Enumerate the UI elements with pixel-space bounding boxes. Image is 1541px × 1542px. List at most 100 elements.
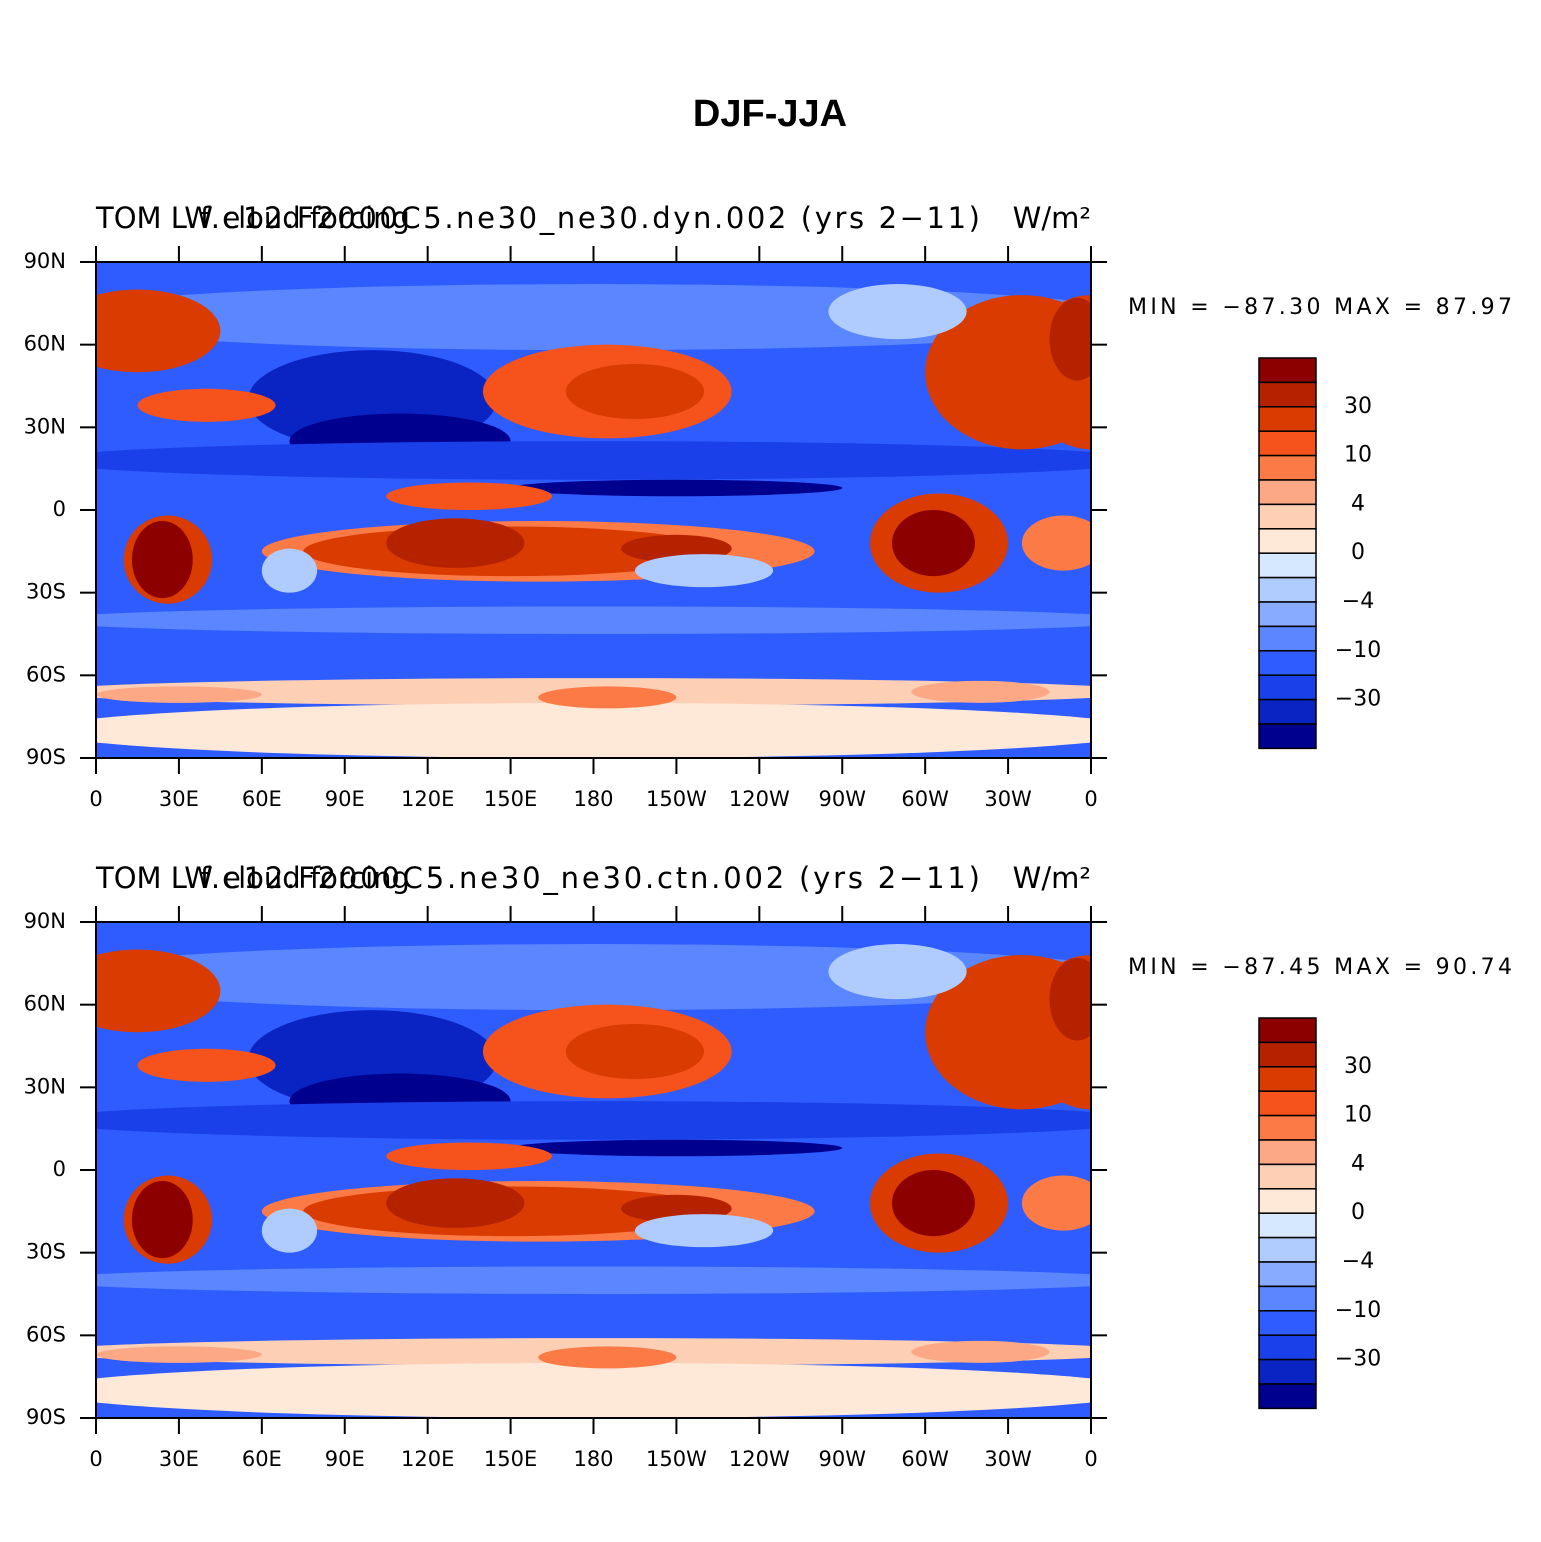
field-patch	[1049, 297, 1091, 381]
field-patch	[96, 702, 1091, 758]
units: W/m²	[1013, 861, 1091, 895]
colorbar-label: 30	[1344, 394, 1372, 419]
field-patch	[892, 510, 975, 577]
x-tick-label: 30W	[984, 787, 1032, 811]
field-patch	[565, 1023, 705, 1080]
field-patch	[1049, 957, 1091, 1041]
field-patch	[386, 518, 525, 568]
y-tick-label: 60S	[26, 662, 66, 686]
x-tick-label: 0	[89, 787, 102, 811]
colorbar-label: −30	[1335, 687, 1381, 712]
x-tick-label: 150W	[646, 787, 707, 811]
colorbar-box	[1258, 601, 1317, 628]
x-tick-label: 120E	[401, 787, 454, 811]
colorbar-label: 0	[1351, 1200, 1365, 1225]
x-tick-label: 0	[1084, 787, 1097, 811]
field-patch	[911, 1340, 1050, 1363]
x-tick-label: 60W	[901, 787, 949, 811]
y-tick-label: 30N	[24, 414, 66, 438]
y-tick-label: 30N	[24, 1074, 66, 1098]
x-tick-label: 120W	[729, 787, 790, 811]
x-tick-label: 0	[89, 1447, 102, 1471]
map-panel: 90N 60N 30N 0 30S 60S 90S 0 30E 60E 90E 120E 150E 180…	[24, 201, 1512, 811]
colorbar-box	[1258, 503, 1317, 530]
field-patch	[261, 548, 318, 593]
field-patch	[386, 1178, 525, 1228]
field-patch	[828, 944, 967, 1000]
colorbar-box	[1258, 552, 1317, 579]
colorbar-label: 4	[1351, 1151, 1365, 1176]
y-tick-label: 60N	[24, 992, 66, 1016]
colorbar-box	[1258, 674, 1317, 701]
field-patch	[261, 1208, 318, 1253]
center-title: f.e12.F2000C5.ne30_ne30.dyn.002 (yrs 2−1…	[200, 201, 980, 235]
field-patch	[131, 1181, 193, 1259]
colorbar-label: 10	[1344, 1103, 1372, 1128]
x-tick-label: 150E	[484, 787, 537, 811]
x-tick-label: 90E	[325, 1447, 365, 1471]
colorbar-label: 10	[1344, 443, 1372, 468]
field-patch	[1021, 1175, 1091, 1231]
colorbar-label: 30	[1344, 1054, 1372, 1079]
field-patch	[510, 1139, 843, 1157]
colorbar-box	[1258, 479, 1317, 506]
colorbar-box	[1258, 1163, 1317, 1190]
left-title: TOM LW cloud forcing	[95, 861, 410, 895]
x-tick-label: 120W	[729, 1447, 790, 1471]
x-tick-label: 90W	[819, 787, 867, 811]
y-tick-label: 90S	[26, 1405, 66, 1429]
colorbar-box	[1258, 1310, 1317, 1336]
y-tick-label: 60N	[24, 332, 66, 356]
x-tick-label: 60E	[242, 1447, 282, 1471]
colorbar-box	[1258, 454, 1317, 481]
colorbar-box	[1258, 698, 1317, 725]
colorbar-label: 4	[1351, 491, 1365, 516]
field-patch	[96, 441, 1091, 480]
colorbar-box	[1258, 1358, 1317, 1385]
x-tick-label: 30E	[159, 1447, 199, 1471]
x-tick-label: 60W	[901, 1447, 949, 1471]
colorbar-box	[1258, 1041, 1317, 1068]
y-tick-label: 0	[53, 497, 66, 521]
field-patch	[131, 521, 193, 599]
x-tick-label: 120E	[401, 1447, 454, 1471]
field-patch	[96, 1346, 262, 1363]
colorbar-box	[1258, 406, 1317, 432]
x-tick-label: 180	[573, 787, 613, 811]
map-panel: 90N 60N 30N 0 30S 60S 90S 0 30E 60E 90E 120E 150E 180…	[24, 861, 1512, 1471]
colorbar-label: 0	[1351, 540, 1365, 565]
colorbar-label: −10	[1335, 1298, 1381, 1323]
field-patch	[96, 949, 221, 1033]
colorbar-box	[1258, 1236, 1317, 1263]
colorbar-box	[1258, 1017, 1317, 1044]
x-tick-label: 180	[573, 1447, 613, 1471]
colorbar-box	[1258, 1114, 1317, 1141]
x-tick-label: 0	[1084, 1447, 1097, 1471]
colorbar-box	[1258, 723, 1317, 750]
colorbar-box	[1258, 430, 1317, 457]
colorbar-box	[1258, 528, 1317, 554]
colorbar-box	[1258, 1212, 1317, 1239]
colorbar-box	[1258, 1188, 1317, 1214]
x-tick-label: 150W	[646, 1447, 707, 1471]
colorbar-box	[1258, 1334, 1317, 1361]
field-patch	[96, 289, 221, 373]
y-tick-label: 0	[53, 1157, 66, 1181]
field-patch	[634, 1214, 774, 1248]
x-tick-label: 30E	[159, 787, 199, 811]
field-patch	[892, 1170, 975, 1237]
colorbar-label: −4	[1342, 1249, 1374, 1274]
field-patch	[634, 554, 774, 588]
colorbar-box	[1258, 1139, 1317, 1166]
field-patch	[565, 363, 705, 420]
colorbar-box	[1258, 381, 1317, 408]
colorbar-box	[1258, 1090, 1317, 1117]
field-patch	[96, 1362, 1091, 1418]
x-tick-label: 60E	[242, 787, 282, 811]
field-patch	[1021, 515, 1091, 571]
colorbar-box	[1258, 1383, 1317, 1410]
x-tick-label: 90W	[819, 1447, 867, 1471]
units: W/m²	[1013, 201, 1091, 235]
